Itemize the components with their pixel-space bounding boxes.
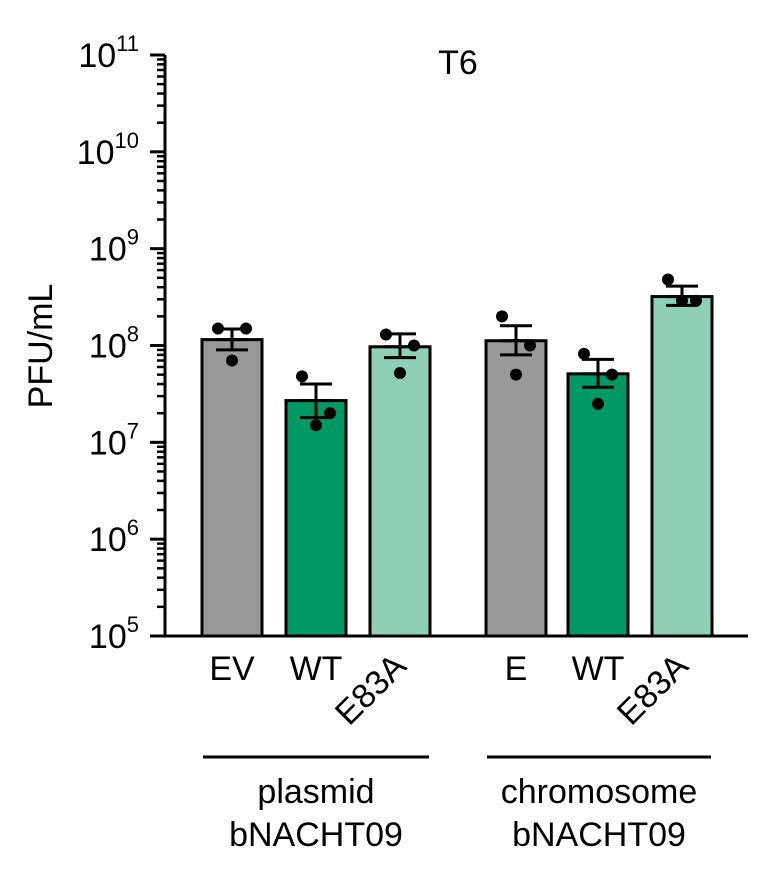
data-point bbox=[324, 407, 336, 420]
x-tick-label: WT bbox=[290, 650, 343, 688]
group-label: bNACHT09 bbox=[512, 816, 686, 854]
data-point bbox=[226, 354, 238, 367]
x-tick-label: EV bbox=[209, 650, 255, 688]
x-tick-label: WT bbox=[572, 650, 625, 688]
data-point bbox=[524, 339, 536, 352]
data-point bbox=[606, 368, 618, 381]
group-label: plasmid bbox=[257, 773, 374, 811]
bar bbox=[368, 345, 432, 638]
bar bbox=[484, 339, 548, 638]
data-point bbox=[662, 273, 674, 286]
data-point bbox=[408, 339, 420, 352]
data-point bbox=[690, 294, 702, 307]
y-tick-label: 1010 bbox=[77, 128, 139, 172]
data-point bbox=[394, 367, 406, 380]
bar bbox=[200, 338, 264, 638]
bar bbox=[650, 295, 714, 638]
y-tick-label: 107 bbox=[89, 418, 139, 462]
data-point bbox=[592, 397, 604, 410]
data-point bbox=[310, 419, 322, 432]
group-label: chromosome bbox=[501, 773, 698, 811]
data-point bbox=[296, 370, 308, 383]
data-points-layer bbox=[212, 273, 702, 432]
bar bbox=[284, 399, 348, 638]
y-tick-label: 109 bbox=[89, 225, 139, 269]
group-labels-layer: plasmid bNACHT09 chromosome bNACHT09 bbox=[203, 755, 711, 854]
bar bbox=[566, 372, 630, 638]
data-point bbox=[676, 294, 688, 307]
y-tick-label: 106 bbox=[89, 515, 139, 559]
y-ticks-layer: 105 106 107 108 109 1010 1011 bbox=[77, 31, 165, 656]
data-point bbox=[212, 322, 224, 335]
data-point bbox=[380, 328, 392, 341]
bars-layer bbox=[200, 295, 714, 638]
y-tick-label: 105 bbox=[89, 612, 139, 656]
y-axis-label: PFU/mL bbox=[22, 284, 60, 409]
data-point bbox=[496, 310, 508, 323]
chart-title: T6 bbox=[438, 44, 478, 82]
group-label: bNACHT09 bbox=[229, 816, 403, 854]
data-point bbox=[240, 322, 252, 335]
y-tick-label: 1011 bbox=[78, 31, 139, 75]
y-tick-label: 108 bbox=[89, 322, 139, 366]
x-tick-label: E bbox=[505, 650, 528, 688]
data-point bbox=[578, 347, 590, 360]
data-point bbox=[510, 368, 522, 381]
